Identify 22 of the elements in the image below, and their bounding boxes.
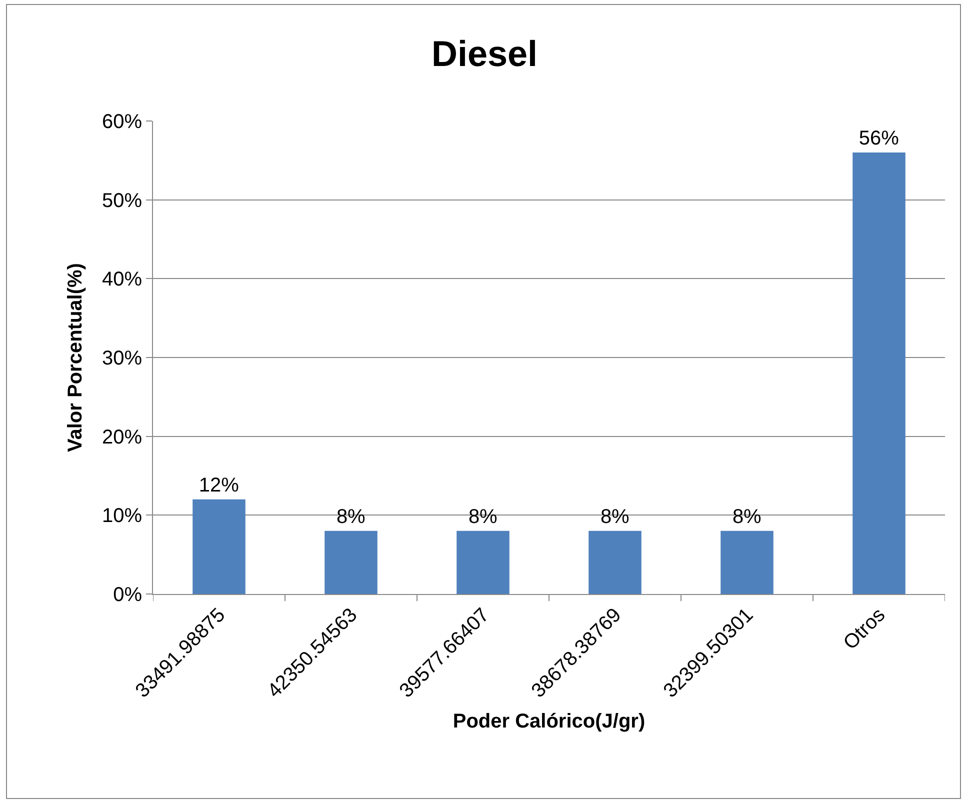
bar (456, 530, 510, 594)
data-label: 8% (732, 506, 762, 528)
data-label: 8% (468, 506, 498, 528)
y-tick-label: 20% (102, 426, 142, 448)
x-axis-title: Poder Calórico(J/gr) (452, 710, 646, 733)
bar (324, 530, 378, 594)
y-tick-label: 30% (102, 348, 142, 370)
data-label: 12% (198, 474, 240, 496)
y-tick-label: 40% (102, 268, 142, 291)
bar (720, 530, 774, 594)
y-tick-label: 0% (113, 584, 142, 606)
data-label: 56% (858, 128, 900, 150)
bar (192, 499, 246, 594)
data-label: 8% (336, 506, 366, 528)
data-label: 8% (600, 506, 630, 528)
y-tick-label: 60% (102, 111, 142, 133)
chart-title: Diesel (431, 32, 538, 74)
bar (588, 530, 642, 594)
y-tick-label: 50% (102, 190, 142, 212)
y-axis-title: Valor Porcentual(%) (64, 263, 86, 452)
y-tick-label: 10% (102, 505, 142, 528)
bar (852, 152, 906, 594)
